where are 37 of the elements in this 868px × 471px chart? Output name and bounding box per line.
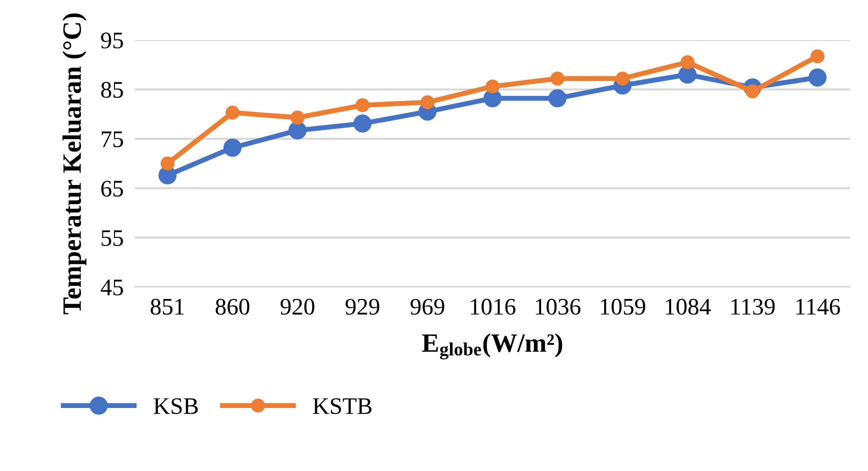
- point: [160, 156, 174, 170]
- x-tick-label: 1016: [470, 298, 516, 315]
- point: [678, 66, 697, 84]
- y-tick-label: 75: [102, 132, 123, 148]
- x-tick-label: 1036: [536, 298, 580, 315]
- x-tick-label: 920: [280, 298, 314, 315]
- point: [616, 72, 630, 86]
- x-tick-label: 1139: [731, 298, 775, 315]
- point: [356, 98, 370, 112]
- point: [420, 95, 434, 110]
- y-tick-label: 55: [102, 230, 123, 246]
- point: [486, 79, 500, 94]
- y-axis-title: Temperatur Keluaran (°C): [62, 14, 86, 314]
- point: [226, 106, 240, 120]
- point: [680, 55, 694, 70]
- point: [810, 49, 824, 64]
- point: [353, 114, 372, 133]
- legend-label: KSB: [154, 398, 198, 414]
- point: [290, 110, 304, 125]
- point: [548, 89, 567, 108]
- y-tick-label: 65: [101, 180, 123, 197]
- x-axis-title: E$_{globe}$(W/m²): [422, 333, 562, 360]
- x-tick-label: 969: [410, 298, 444, 315]
- legend-label: KSTB: [312, 398, 372, 414]
- x-tick-label: 1059: [600, 298, 646, 315]
- point: [288, 121, 307, 140]
- y-tick-label: 95: [101, 32, 123, 48]
- y-tick-label: 45: [100, 280, 123, 296]
- x-tick-label: 1146: [796, 298, 840, 315]
- x-tick-label: 851: [150, 298, 184, 315]
- point: [550, 72, 564, 86]
- point: [223, 138, 242, 157]
- point: [808, 68, 827, 87]
- x-tick-label: 860: [216, 298, 250, 315]
- x-tick-label: 929: [346, 298, 380, 315]
- x-tick-label: 1084: [666, 298, 711, 315]
- y-tick-label: 85: [101, 82, 123, 98]
